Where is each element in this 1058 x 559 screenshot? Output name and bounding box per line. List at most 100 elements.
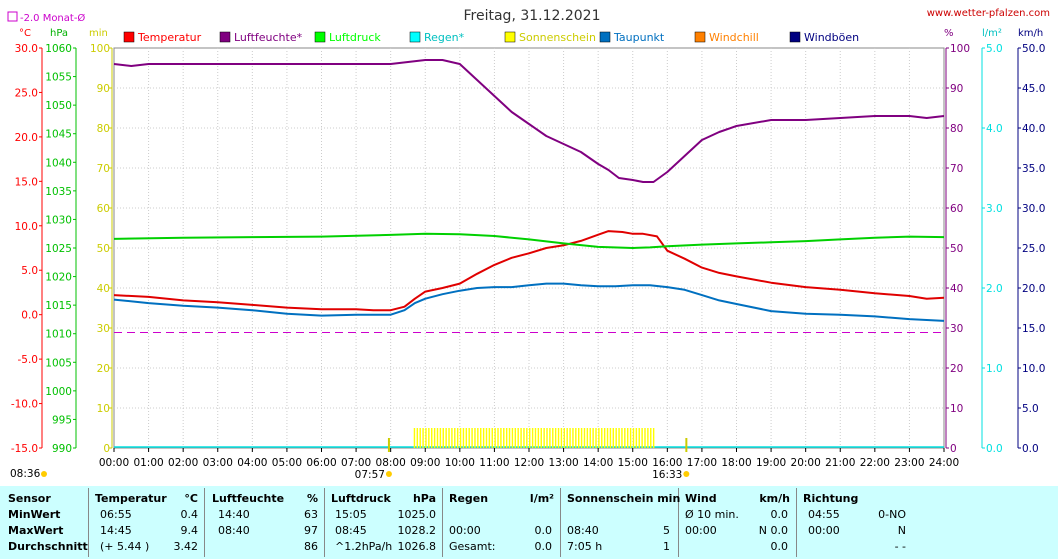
pressure-time: ^1.2hPa/h <box>335 540 393 553</box>
header-humidity: Luftfeuchte <box>212 492 285 505</box>
monthly-avg-icon <box>7 11 18 22</box>
x-tick-label: 03:00 <box>203 457 233 469</box>
x-tick-label: 12:00 <box>514 457 544 469</box>
x-tick-label: 15:00 <box>618 457 648 469</box>
row-label: Durchschnitt <box>8 540 88 553</box>
temp-axis-tick-label: 10.0 <box>15 221 38 233</box>
stats-separator <box>88 488 89 557</box>
pressure-axis-tick-label: 990 <box>52 443 72 455</box>
watermark: www.wetter-pfalzen.com <box>927 8 1050 19</box>
rain-axis-tick-label: 0.0 <box>986 443 1003 455</box>
sun-axis-tick-label: 90 <box>97 83 110 95</box>
legend-swatch <box>789 31 801 43</box>
time-markers: 07:57 16:33 08:36 <box>10 438 690 481</box>
sunshine-bar <box>618 428 620 448</box>
sun-axis-tick-label: 30 <box>97 323 110 335</box>
sunshine-bar <box>468 428 470 448</box>
sunshine-bar <box>433 428 436 448</box>
temp-axis-tick-label: -5.0 <box>18 354 39 366</box>
series-line-temp <box>113 282 945 322</box>
pressure-axis-tick-label: 1015 <box>45 300 72 312</box>
sunshine-bar <box>534 428 537 448</box>
x-tick-label: 11:00 <box>479 457 509 469</box>
legend-label: Taupunkt <box>613 31 665 44</box>
sunshine-bar <box>485 428 488 448</box>
sunshine-bar <box>635 428 638 448</box>
sunshine-bar <box>652 428 655 448</box>
sunshine-bar <box>505 428 508 448</box>
x-tick-label: 09:00 <box>410 457 440 469</box>
pressure-axis-tick-label: 1000 <box>45 386 72 398</box>
x-tick-label: 23:00 <box>894 457 924 469</box>
direction-value: N <box>897 524 906 537</box>
wind-axis-tick-label: 20.0 <box>1022 283 1045 295</box>
chart-title: Freitag, 31.12.2021 <box>464 8 601 24</box>
humidity-axis-tick-label: 100 <box>950 43 970 55</box>
temp-axis-tick-label: 0.0 <box>21 310 38 322</box>
wind-axis-tick-label: 35.0 <box>1022 163 1045 175</box>
sunshine-bar <box>413 428 416 448</box>
header-pressure-unit: hPa <box>412 492 436 505</box>
x-tick-label: 05:00 <box>272 457 302 469</box>
weather-chart: Freitag, 31.12.2021 www.wetter-pfalzen.c… <box>7 8 1050 481</box>
sunshine-bar <box>540 428 542 448</box>
sunshine-bar <box>480 428 482 448</box>
sunshine-bar <box>456 428 459 448</box>
sunshine-bar <box>592 428 594 448</box>
wind-axis-tick-label: 40.0 <box>1022 123 1045 135</box>
legend-swatch <box>599 31 611 43</box>
sunshine-bar <box>454 428 456 448</box>
sunshine-bar <box>503 428 505 448</box>
sun-unit: min <box>89 28 108 39</box>
sunshine-bar <box>537 428 540 448</box>
sunshine-bar <box>603 428 606 448</box>
sunshine-bar <box>546 428 548 448</box>
gridlines <box>114 48 944 448</box>
pressure-unit: hPa <box>50 28 68 39</box>
header-direction: Richtung <box>803 492 859 505</box>
sunshine-bar <box>436 428 439 448</box>
stats-separator <box>324 488 325 557</box>
pressure-axis-tick-label: 1055 <box>45 72 72 84</box>
sunshine-bar <box>566 428 568 448</box>
wind-axis-tick-label: 50.0 <box>1022 43 1045 55</box>
pressure-value: 1025.0 <box>397 508 437 521</box>
rain-time: 00:00 <box>449 524 481 537</box>
pressure-axis-tick-label: 1045 <box>45 129 72 141</box>
rain-axis-tick-label: 2.0 <box>986 283 1003 295</box>
temp-time: (+ 5.44 ) <box>100 540 150 553</box>
sunshine-bar <box>523 428 525 448</box>
sunshine-value: 5 <box>663 524 670 537</box>
legend-swatch <box>694 31 706 43</box>
sunshine-bar <box>488 428 491 448</box>
sunshine-bar <box>621 428 623 448</box>
rain-unit: l/m² <box>982 28 1002 39</box>
x-tick-label: 20:00 <box>791 457 821 469</box>
sunshine-bar <box>425 428 427 448</box>
sunshine-bar <box>583 428 586 448</box>
x-tick-label: 02:00 <box>168 457 198 469</box>
sunshine-bar <box>609 428 612 448</box>
sunshine-bar <box>580 428 583 448</box>
sun-axis-tick-label: 80 <box>97 123 110 135</box>
sunshine-bar <box>508 428 511 448</box>
sunshine-bar <box>482 428 485 448</box>
rain-value: 0.0 <box>534 524 553 537</box>
sunshine-bar <box>644 428 646 448</box>
temp-axis-tick-label: -15.0 <box>11 443 38 455</box>
x-tick-label: 19:00 <box>756 457 786 469</box>
wind-axis-tick-label: 15.0 <box>1022 323 1045 335</box>
direction-value: - - <box>894 540 906 553</box>
sun-axis-tick-label: 100 <box>90 43 110 55</box>
humidity-value: 63 <box>304 508 318 521</box>
sunshine-bar <box>442 428 444 448</box>
temp-time: 06:55 <box>100 508 132 521</box>
pressure-axis-tick-label: 1060 <box>45 43 72 55</box>
humidity-time: 14:40 <box>218 508 250 521</box>
sunrise-marker-label: 07:57 <box>355 469 385 481</box>
sunshine-bar <box>569 428 571 448</box>
temp-value: 3.42 <box>173 540 199 553</box>
stats-table: Sensor Temperatur °C Luftfeuchte% Luftdruck h… <box>0 486 1058 559</box>
temp-axis-tick-label: -10.0 <box>11 399 38 411</box>
sunshine-bar <box>598 428 600 448</box>
